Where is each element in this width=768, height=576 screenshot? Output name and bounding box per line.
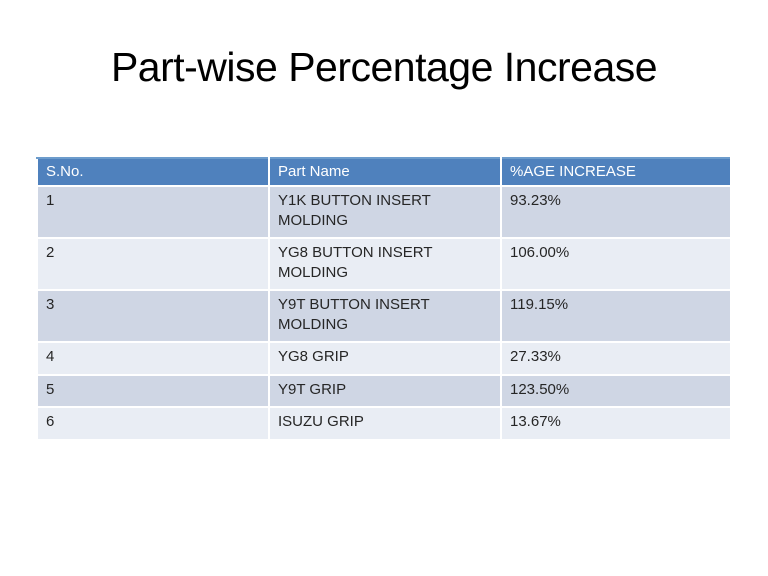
cell-percentage: 93.23% <box>500 185 732 239</box>
cell-percentage: 123.50% <box>500 373 732 408</box>
table-row: 6 ISUZU GRIP 13.67% <box>36 406 732 441</box>
table-row: 5 Y9T GRIP 123.50% <box>36 373 732 408</box>
cell-part-name: YG8 GRIP <box>268 341 502 376</box>
cell-part-name: Y9T BUTTON INSERT MOLDING <box>268 289 502 343</box>
header-part-name: Part Name <box>268 157 502 187</box>
parts-table: S.No. Part Name %AGE INCREASE 1 Y1K BUTTO… <box>36 157 732 441</box>
table-row: 2 YG8 BUTTON INSERT MOLDING 106.00% <box>36 237 732 291</box>
presentation-slide: Part-wise Percentage Increase S.No. Part… <box>0 44 768 576</box>
table-body: 1 Y1K BUTTON INSERT MOLDING 93.23% 2 YG8 BUT… <box>36 185 732 441</box>
cell-sno: 3 <box>36 289 270 343</box>
cell-sno: 2 <box>36 237 270 291</box>
cell-part-name: ISUZU GRIP <box>268 406 502 441</box>
cell-part-name: Y9T GRIP <box>268 373 502 408</box>
table-row: 3 Y9T BUTTON INSERT MOLDING 119.15% <box>36 289 732 343</box>
table-row: 4 YG8 GRIP 27.33% <box>36 341 732 376</box>
cell-sno: 5 <box>36 373 270 408</box>
cell-part-name: Y1K BUTTON INSERT MOLDING <box>268 185 502 239</box>
header-percentage-increase: %AGE INCREASE <box>500 157 732 187</box>
cell-percentage: 27.33% <box>500 341 732 376</box>
cell-sno: 1 <box>36 185 270 239</box>
cell-percentage: 13.67% <box>500 406 732 441</box>
cell-part-name: YG8 BUTTON INSERT MOLDING <box>268 237 502 291</box>
header-sno: S.No. <box>36 157 270 187</box>
table-row: 1 Y1K BUTTON INSERT MOLDING 93.23% <box>36 185 732 239</box>
cell-percentage: 106.00% <box>500 237 732 291</box>
table-header-row: S.No. Part Name %AGE INCREASE <box>36 157 732 187</box>
cell-percentage: 119.15% <box>500 289 732 343</box>
cell-sno: 4 <box>36 341 270 376</box>
cell-sno: 6 <box>36 406 270 441</box>
slide-title: Part-wise Percentage Increase <box>110 44 658 90</box>
